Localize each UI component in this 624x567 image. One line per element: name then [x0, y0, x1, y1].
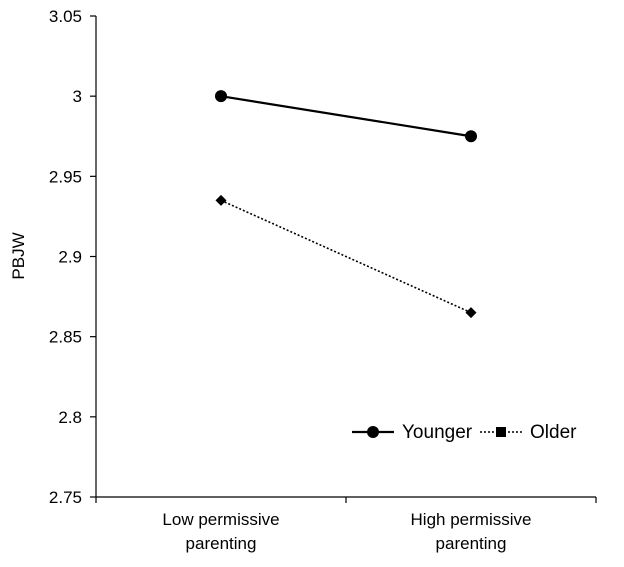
series-older: [215, 194, 477, 319]
data-point-younger: [215, 90, 227, 103]
y-tick-label: 2.75: [49, 488, 82, 507]
y-axis-label: PBJW: [9, 232, 28, 279]
x-tick-label: Low permissive parenting: [162, 510, 279, 553]
x-tick-label-line: High permissive: [411, 510, 532, 529]
x-axis-ticks: Low permissive parenting High permissive pa…: [95, 497, 597, 553]
legend-marker: [496, 427, 506, 437]
y-tick-label: 2.95: [49, 167, 82, 186]
series-line-older: [220, 199, 472, 314]
legend-label: Younger: [402, 422, 473, 443]
x-tick-label-line: parenting: [436, 534, 507, 553]
x-tick-label-line: parenting: [186, 534, 257, 553]
y-axis-ticks: 2.75 2.8 2.85 2.9 2.95 3 3.05: [49, 7, 96, 507]
legend: Younger Older: [352, 422, 577, 443]
series-younger: [215, 90, 477, 143]
y-tick-label: 2.8: [58, 408, 82, 427]
series-line-younger: [220, 95, 472, 138]
y-tick-label: 2.9: [58, 248, 82, 267]
data-point-older: [465, 307, 477, 319]
y-tick-label: 3.05: [49, 7, 82, 26]
legend-label: Older: [530, 422, 577, 443]
y-tick-label: 3: [73, 87, 82, 106]
x-tick-label-line: Low permissive: [162, 510, 279, 529]
x-tick-label: High permissive parenting: [411, 510, 532, 553]
legend-item-younger: Younger: [352, 422, 473, 443]
data-point-older: [215, 194, 227, 206]
legend-item-older: Older: [480, 422, 577, 443]
legend-marker: [367, 426, 379, 438]
series-group: [215, 90, 477, 319]
y-tick-label: 2.85: [49, 328, 82, 347]
data-point-younger: [465, 130, 477, 143]
